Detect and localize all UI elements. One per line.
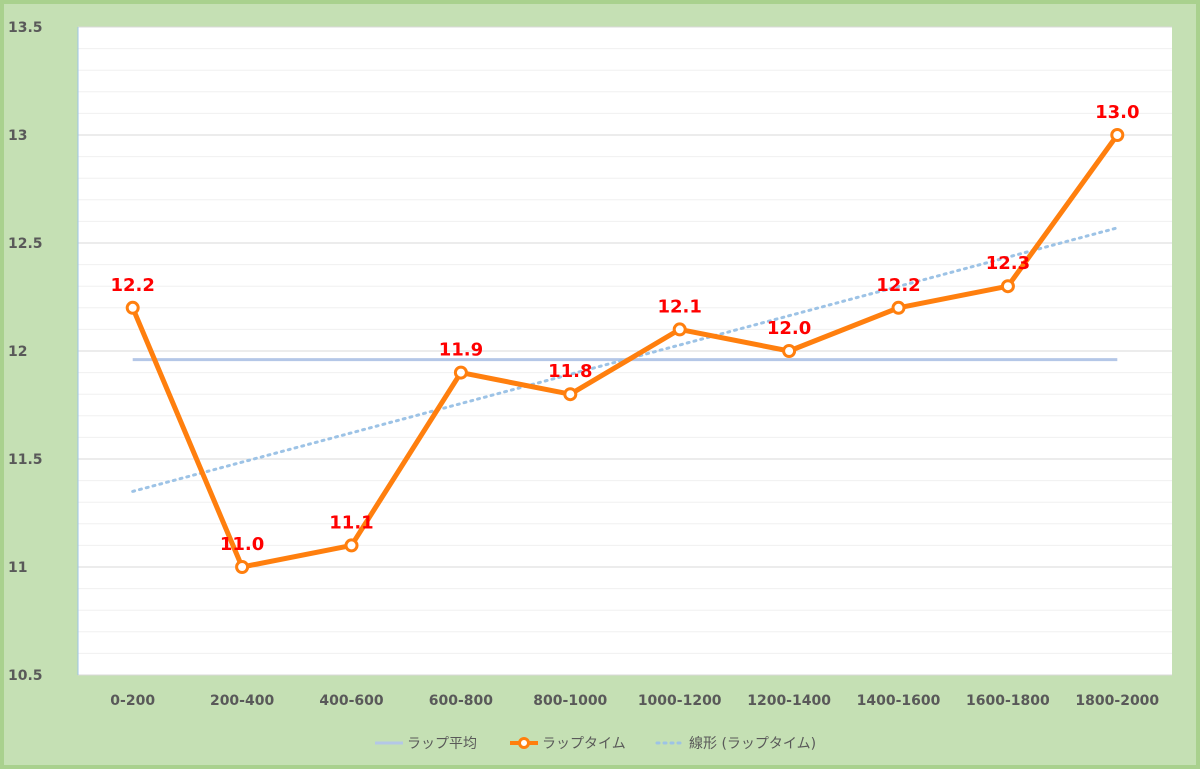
- data-labels: 12.2 11.0 11.1 11.9 11.8 12.1 12.0 12.2 12.3 13.0: [110, 102, 1139, 555]
- data-label: 12.2: [876, 275, 920, 296]
- x-tick-label: 1400-1600: [857, 693, 941, 709]
- x-tick-label: 200-400: [210, 693, 275, 709]
- lap-time-point: [891, 300, 906, 315]
- lap-time-point: [782, 344, 797, 358]
- data-label: 12.3: [986, 253, 1030, 274]
- x-tick-label: 1000-1200: [638, 693, 722, 709]
- x-tick-label: 0-200: [110, 693, 155, 709]
- grid-lines: [78, 26, 1172, 676]
- series-group: [125, 128, 1125, 574]
- y-tick-label: 11: [8, 560, 27, 576]
- data-label: 13.0: [1095, 102, 1139, 123]
- y-tick-label: 11.5: [8, 452, 43, 468]
- lap-time-point: [235, 560, 250, 574]
- x-tick-label: 800-1000: [533, 693, 607, 709]
- y-tick-label: 12: [8, 344, 27, 360]
- data-label: 11.8: [548, 361, 592, 382]
- lap-time-point: [1000, 279, 1015, 294]
- x-tick-label: 1200-1400: [747, 693, 831, 709]
- legend-marker: [518, 737, 530, 749]
- y-tick-label: 12.5: [8, 236, 43, 252]
- y-tick-label: 10.5: [8, 668, 43, 684]
- y-axis: 10.5 11 11.5 12 12.5 13 13.5: [8, 20, 43, 684]
- data-label: 12.2: [110, 275, 154, 296]
- lap-time-point: [1110, 128, 1125, 142]
- lap-time-point: [453, 365, 468, 380]
- x-tick-label: 1800-2000: [1075, 693, 1159, 709]
- x-tick-label: 600-800: [429, 693, 494, 709]
- legend-label: ラップ平均: [407, 736, 477, 752]
- data-label: 11.9: [439, 340, 483, 361]
- x-axis: 0-200 200-400 400-600 600-800 800-1000 1000-1…: [110, 693, 1159, 709]
- data-label: 12.0: [767, 318, 811, 339]
- legend-average: ラップ平均: [375, 736, 477, 752]
- y-tick-label: 13.5: [8, 20, 43, 36]
- lap-time-line: [130, 133, 1120, 570]
- legend: ラップ平均 ラップタイム 線形 (ラップタイム): [375, 736, 816, 752]
- x-tick-label: 400-600: [319, 693, 384, 709]
- data-label: 11.1: [329, 512, 373, 533]
- lap-time-point: [125, 300, 140, 315]
- x-tick-label: 1600-1800: [966, 693, 1050, 709]
- legend-lap-time: ラップタイム: [510, 736, 626, 752]
- data-label: 11.0: [220, 534, 264, 555]
- lap-time-point: [344, 538, 359, 553]
- legend-label: ラップタイム: [542, 736, 626, 752]
- lap-time-point: [672, 322, 687, 337]
- legend-trendline: 線形 (ラップタイム): [655, 736, 816, 752]
- y-tick-label: 13: [8, 128, 27, 144]
- data-label: 12.1: [657, 296, 701, 317]
- legend-label: 線形 (ラップタイム): [689, 736, 816, 752]
- lap-time-point: [563, 387, 578, 402]
